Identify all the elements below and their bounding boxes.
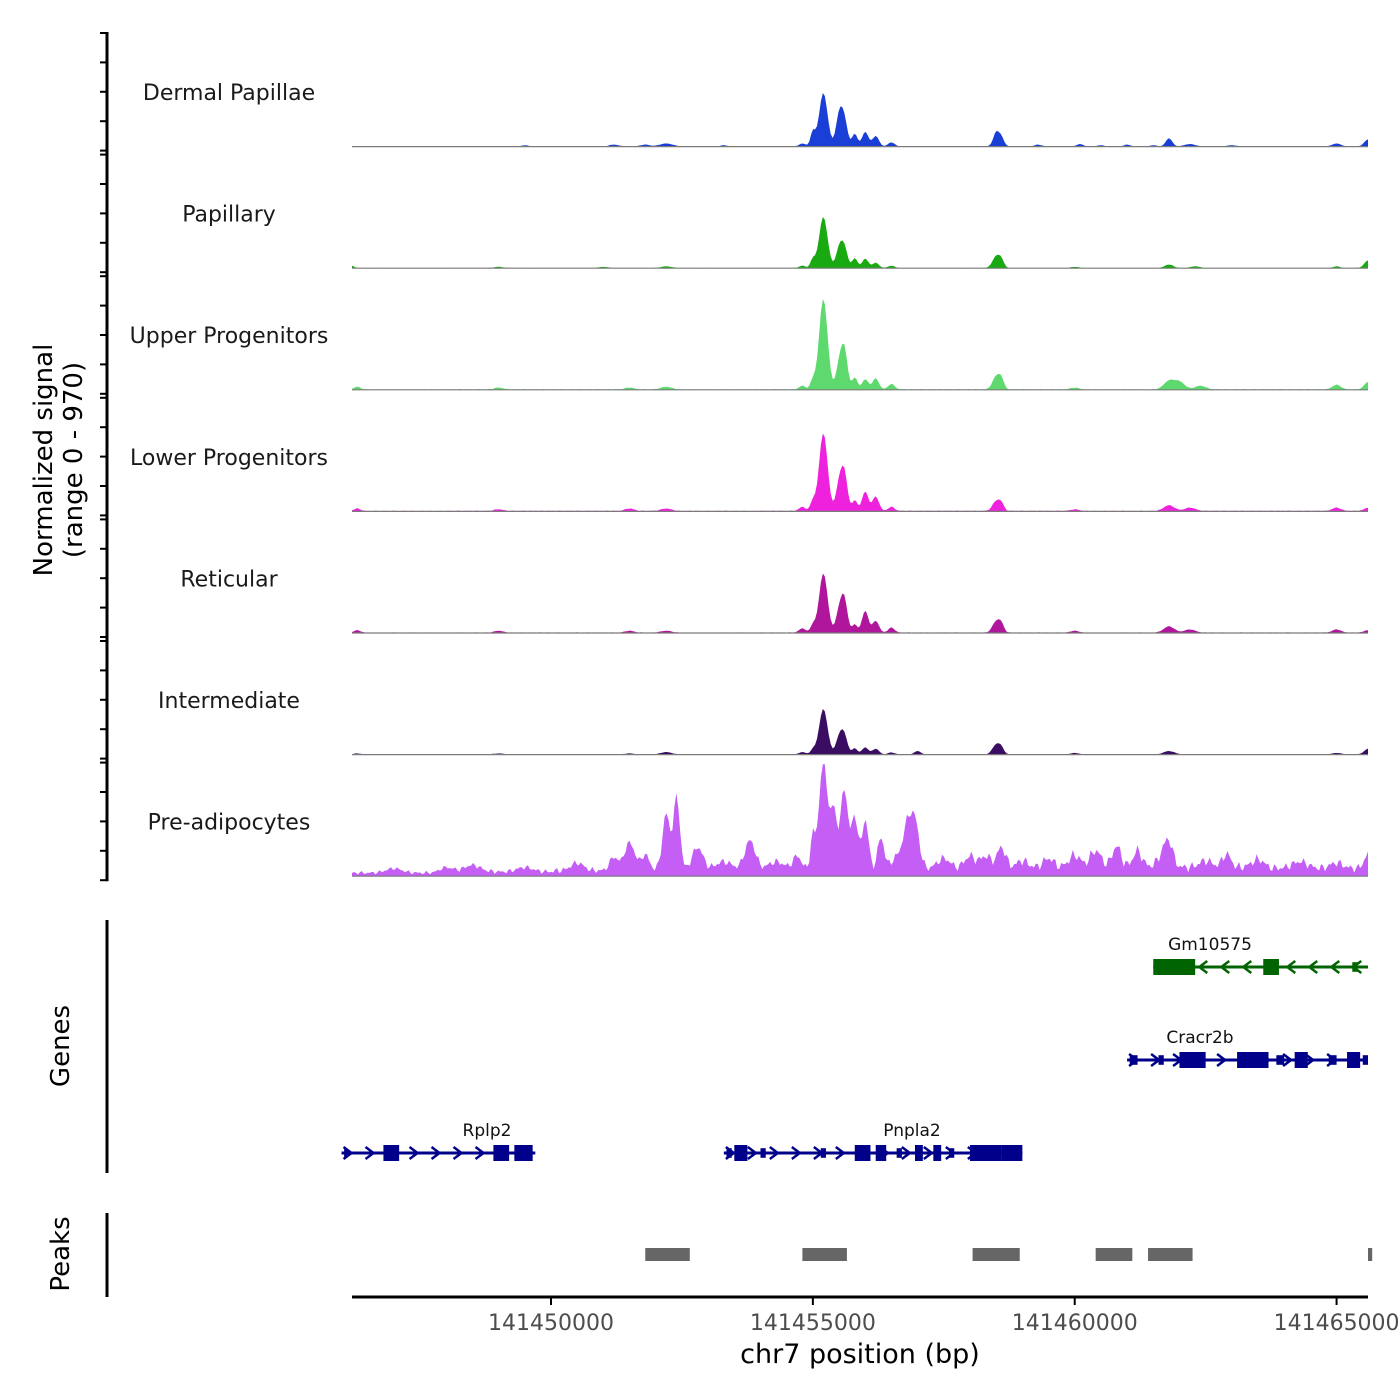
gene-exon xyxy=(1001,1145,1023,1161)
peak-region xyxy=(1095,1248,1133,1261)
gene-exon xyxy=(1263,959,1279,975)
strand-arrow xyxy=(835,1146,846,1160)
gene-exon xyxy=(820,1148,826,1158)
strand-arrow xyxy=(364,1146,376,1160)
coverage-y-axis xyxy=(100,32,109,882)
gene-exon xyxy=(1276,1055,1285,1065)
x-axis-title: chr7 position (bp) xyxy=(740,1339,980,1370)
gene-exon xyxy=(1237,1052,1269,1068)
gene-exon xyxy=(514,1145,533,1161)
track-label: Upper Progenitors xyxy=(130,324,329,349)
peak-region xyxy=(1148,1248,1193,1261)
gene-exon xyxy=(969,1145,1002,1161)
track-label: Pre-adipocytes xyxy=(148,811,311,836)
gene-exon xyxy=(875,1145,887,1161)
peaks-panel-label: Peaks xyxy=(46,1216,76,1291)
gene-exon xyxy=(1328,1055,1337,1065)
gene-exon xyxy=(760,1148,766,1158)
strand-arrow xyxy=(430,1146,442,1160)
strand-arrow xyxy=(1241,960,1253,974)
gene-exon xyxy=(1362,1055,1368,1065)
strand-arrow xyxy=(1216,1053,1228,1067)
track-label: Lower Progenitors xyxy=(130,446,328,471)
gene-label: Rplp2 xyxy=(463,1121,512,1141)
peak-region xyxy=(972,1248,1020,1261)
strand-arrow xyxy=(791,1146,802,1160)
coverage-area xyxy=(352,764,1368,877)
track-label: Dermal Papillae xyxy=(143,81,315,106)
track-label: Intermediate xyxy=(158,689,300,714)
y-axis-title-line2: (range 0 - 970) xyxy=(59,362,89,558)
gene-exon xyxy=(734,1145,748,1161)
gene-exon xyxy=(933,1145,942,1161)
peak-regions xyxy=(645,1248,1373,1261)
strand-arrow xyxy=(769,1146,780,1160)
peak-region xyxy=(802,1248,847,1261)
strand-arrow xyxy=(408,1146,420,1160)
gene-exon xyxy=(726,1148,732,1158)
peak-region xyxy=(1368,1248,1373,1261)
x-tick-label: 141460000 xyxy=(1012,1311,1138,1336)
strand-arrow xyxy=(1219,960,1231,974)
strand-arrow xyxy=(452,1146,464,1160)
strand-arrow xyxy=(1307,960,1319,974)
strand-arrow xyxy=(747,1146,758,1160)
gene-exon xyxy=(896,1148,902,1158)
coverage-area xyxy=(352,92,1368,147)
x-axis-ticks: 141450000 141455000 141460000 141465000 xyxy=(488,1297,1400,1336)
strand-arrow xyxy=(901,1146,912,1160)
coverage-area xyxy=(352,708,1368,755)
strand-arrow xyxy=(1329,960,1341,974)
gene-exon xyxy=(914,1145,923,1161)
gene-label: Cracr2b xyxy=(1166,1028,1233,1048)
gene-exon xyxy=(344,1148,348,1158)
gene-exon xyxy=(1352,962,1358,972)
x-tick-label: 141450000 xyxy=(488,1311,614,1336)
genes-panel-label: Genes xyxy=(46,1005,76,1087)
coverage-area xyxy=(352,433,1368,512)
gene-exon xyxy=(383,1145,400,1161)
strand-arrow xyxy=(1282,1053,1294,1067)
strand-arrow xyxy=(474,1146,486,1160)
gene-label: Pnpla2 xyxy=(883,1121,940,1141)
strand-arrow xyxy=(1285,960,1297,974)
gene-annotations: Gm10575 Cracr2b Rplp2 Pnpla2 xyxy=(341,935,1368,1161)
y-axis-title-line1: Normalized signal xyxy=(29,344,59,577)
gene-exon xyxy=(1347,1052,1361,1068)
coverage-area xyxy=(352,216,1368,269)
x-tick-label: 141455000 xyxy=(750,1311,876,1336)
gene-label: Gm10575 xyxy=(1168,935,1252,955)
x-tick-label: 141465000 xyxy=(1274,1311,1400,1336)
track-label: Papillary xyxy=(182,203,276,228)
strand-arrow xyxy=(1197,960,1209,974)
coverage-area xyxy=(352,299,1368,390)
coverage-area xyxy=(352,573,1368,633)
track-label: Reticular xyxy=(180,567,278,592)
gene-exon xyxy=(493,1145,510,1161)
gene-exon xyxy=(949,1148,955,1158)
gene-exon xyxy=(1294,1052,1308,1068)
gene-exon xyxy=(1158,1055,1164,1065)
gene-exon xyxy=(1153,959,1196,975)
gene-exon xyxy=(1129,1055,1138,1065)
coverage-tracks: Dermal Papillae Papillary Upper Progenitor… xyxy=(130,81,1368,877)
strand-arrow xyxy=(923,1146,934,1160)
gene-exon xyxy=(1179,1052,1206,1068)
gene-exon xyxy=(854,1145,871,1161)
peak-region xyxy=(645,1248,690,1261)
